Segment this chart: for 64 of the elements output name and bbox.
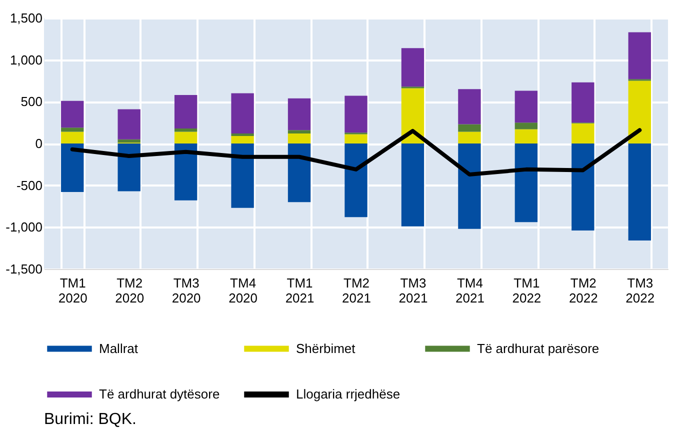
x-tick-label: TM2 2022: [568, 276, 598, 306]
bar: [458, 144, 481, 229]
bar: [288, 133, 311, 144]
bar: [514, 144, 538, 222]
bar: [288, 130, 311, 134]
x-tick-label: TM3 2020: [172, 276, 201, 306]
bar: [231, 144, 254, 208]
bar: [458, 89, 481, 124]
bar: [174, 132, 198, 144]
bar: [61, 132, 84, 144]
bar: [628, 144, 651, 241]
x-tick-label: TM1 2021: [285, 276, 314, 306]
y-tick-label: 1,000: [10, 52, 42, 68]
bar: [118, 139, 140, 143]
bar: [288, 98, 311, 130]
bar: [628, 32, 651, 80]
x-tick-label: TM4 2021: [455, 276, 484, 306]
y-tick-label: -1,500: [6, 262, 42, 276]
bar: [61, 128, 84, 132]
bar: [61, 144, 84, 192]
text: Burimi: BQK.: [44, 411, 136, 428]
legend-label: Llogaria rrjedhëse: [296, 386, 400, 402]
bar: [572, 82, 594, 123]
bar: [401, 48, 424, 87]
bar: [514, 129, 538, 144]
bar: [174, 128, 198, 132]
bar: [514, 90, 538, 123]
y-tick-label: 500: [20, 94, 42, 110]
bar: [458, 132, 481, 144]
x-tick-label: TM3 2021: [398, 276, 428, 306]
bar: [401, 88, 424, 144]
y-tick-label: -1,000: [6, 220, 42, 235]
x-tick-label: TM1 2020: [58, 276, 88, 306]
legend-label: Të ardhurat dytësore: [99, 386, 220, 402]
bar: [118, 144, 140, 192]
legend-label: Shërbimet: [296, 340, 356, 356]
bar: [231, 93, 254, 134]
bar: [118, 109, 140, 140]
line-series: [70, 128, 642, 176]
x-tick-label: TM3 2022: [626, 276, 655, 306]
bar: [174, 94, 198, 128]
bar: [458, 124, 481, 132]
bar: [344, 96, 368, 133]
y-tick-label: 1,500: [10, 10, 42, 26]
x-tick-label: TM2 2020: [115, 276, 144, 306]
x-tick-label: TM4 2020: [228, 276, 258, 306]
y-tick-label: 0: [35, 136, 42, 151]
bar: [572, 144, 594, 231]
bar: [344, 134, 368, 144]
legend-label: Të ardhurat parësore: [477, 340, 600, 356]
bar: [628, 80, 651, 144]
bar: [401, 144, 424, 226]
legend-label: Mallrat: [99, 340, 138, 356]
x-tick-label: TM1 2022: [512, 276, 542, 306]
x-tick-label: TM2 2021: [342, 276, 371, 306]
bar: [288, 144, 311, 202]
bar: [231, 136, 254, 144]
bar: [61, 100, 84, 128]
bar: [514, 122, 538, 130]
bar: [231, 133, 254, 136]
bar: [174, 144, 198, 200]
bar: [572, 123, 594, 144]
bar: [344, 144, 368, 218]
y-tick-label: -500: [16, 178, 42, 193]
